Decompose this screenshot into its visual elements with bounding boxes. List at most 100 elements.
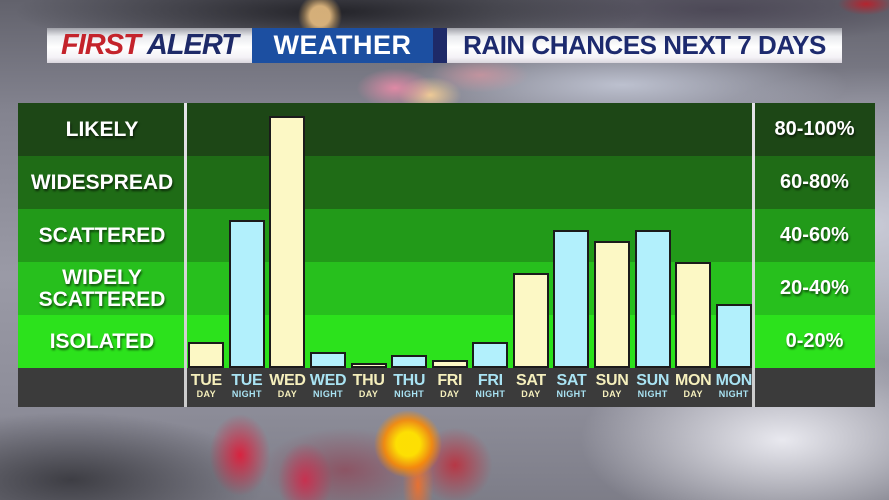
divider-line-left [184, 103, 187, 407]
bar-sun-night [634, 230, 671, 368]
bar-slot [308, 103, 349, 368]
x-axis-day-label: WED [269, 372, 306, 389]
x-axis-category: THU NIGHT [389, 368, 430, 407]
bar-slot [470, 103, 511, 368]
x-axis-day-label: SAT [556, 372, 587, 389]
x-axis-period-label: DAY [277, 389, 298, 399]
x-axis-period-label: NIGHT [475, 389, 506, 399]
x-axis-day-label: THU [352, 372, 385, 389]
band-percent-label: 0-20% [785, 330, 844, 352]
bar-mon-night [715, 304, 752, 368]
bar-wed-day [269, 116, 306, 368]
bar-wed-night [310, 352, 347, 368]
bar-slot [186, 103, 227, 368]
rain-chance-chart: LIKELY 80-100% WIDESPREAD 60-80% SCATTER… [18, 103, 875, 407]
header-banner: FIRST ALERT WEATHER RAIN CHANCES NEXT 7 … [47, 28, 842, 63]
bar-slot [429, 103, 470, 368]
x-axis-category: MON NIGHT [714, 368, 755, 407]
bar-sat-day [512, 272, 549, 368]
x-axis-category: WED DAY [267, 368, 308, 407]
band-percent-label: 20-40% [780, 277, 849, 299]
x-axis-day-label: SUN [595, 372, 629, 389]
first-alert-logo: FIRST ALERT [47, 28, 252, 63]
weather-label-box: WEATHER [252, 28, 433, 63]
x-axis-day-label: TUE [190, 372, 222, 389]
divider-line-right [752, 103, 755, 407]
x-axis-period-label: NIGHT [556, 389, 587, 399]
band-likelihood-label: WIDELY SCATTERED [38, 265, 166, 311]
bar-slot [389, 103, 430, 368]
x-axis-day-label: SUN [636, 372, 670, 389]
x-axis-category: MON DAY [673, 368, 714, 407]
bar-slot [673, 103, 714, 368]
header-divider-block [433, 28, 447, 63]
headline-box: RAIN CHANCES NEXT 7 DAYS [447, 28, 842, 63]
x-axis-day-label: WED [309, 372, 347, 389]
band-percent-label: 60-80% [780, 171, 849, 193]
bar-mon-day [675, 262, 712, 368]
bar-slot [714, 103, 755, 368]
x-axis-period-label: NIGHT [313, 389, 344, 399]
x-axis-category: WED NIGHT [308, 368, 349, 407]
chart-band-row: SCATTERED 40-60% [18, 209, 875, 262]
bar-slot [511, 103, 552, 368]
page-title: RAIN CHANCES NEXT 7 DAYS [463, 30, 826, 60]
bar-sat-night [553, 230, 590, 368]
x-axis-category: SAT NIGHT [551, 368, 592, 407]
x-axis-period-label: DAY [358, 389, 379, 399]
x-axis-category: FRI DAY [429, 368, 470, 407]
x-axis-period-label: DAY [602, 389, 622, 399]
x-axis-day-label: MON [715, 372, 753, 389]
weather-text: WEATHER [273, 30, 412, 60]
bar-slot [227, 103, 268, 368]
bar-slot [592, 103, 633, 368]
x-axis-strip: TUE DAY TUE NIGHT WED DAY WED NIGHT THU … [18, 368, 875, 407]
x-axis-day-label: THU [393, 372, 426, 389]
x-axis-period-label: NIGHT [718, 389, 749, 399]
brand-alert-text: ALERT [146, 29, 239, 61]
x-axis-period-label: DAY [440, 389, 460, 399]
bar-fri-day [431, 360, 468, 368]
x-axis-category: SUN NIGHT [632, 368, 673, 407]
x-axis-day-label: FRI [477, 372, 503, 389]
x-axis-period-label: DAY [196, 389, 216, 399]
band-percent-label: 80-100% [774, 118, 855, 140]
x-axis-labels: TUE DAY TUE NIGHT WED DAY WED NIGHT THU … [186, 368, 754, 407]
bar-sun-day [594, 240, 631, 368]
x-axis-category: TUE NIGHT [227, 368, 268, 407]
x-axis-category: FRI NIGHT [470, 368, 511, 407]
x-axis-day-label: FRI [437, 372, 463, 389]
band-likelihood-label: ISOLATED [49, 329, 155, 353]
x-axis-category: THU DAY [348, 368, 389, 407]
x-axis-period-label: NIGHT [231, 389, 262, 399]
band-likelihood-label: WIDESPREAD [30, 170, 174, 194]
x-axis-period-label: DAY [521, 389, 541, 399]
x-axis-day-label: SAT [515, 372, 546, 389]
chart-bars [186, 103, 754, 368]
x-axis-category: SAT DAY [511, 368, 552, 407]
bar-slot [348, 103, 389, 368]
bar-fri-night [472, 341, 509, 368]
band-percent-label: 40-60% [780, 224, 849, 246]
bar-slot [551, 103, 592, 368]
bar-slot [632, 103, 673, 368]
x-axis-period-label: DAY [683, 389, 703, 399]
bar-thu-day [350, 362, 387, 368]
chart-band-row: LIKELY 80-100% [18, 103, 875, 156]
x-axis-period-label: NIGHT [637, 389, 668, 399]
x-axis-left-spacer [18, 368, 186, 407]
x-axis-category: TUE DAY [186, 368, 227, 407]
band-likelihood-label: SCATTERED [38, 223, 166, 247]
brand-first-text: FIRST [61, 29, 141, 61]
bar-slot [267, 103, 308, 368]
bar-tue-night [228, 219, 265, 368]
chart-band-row: WIDESPREAD 60-80% [18, 156, 875, 209]
bar-tue-day [188, 341, 225, 368]
x-axis-day-label: MON [675, 372, 712, 389]
x-axis-category: SUN DAY [592, 368, 633, 407]
bar-thu-night [391, 354, 428, 368]
x-axis-day-label: TUE [231, 372, 263, 389]
band-likelihood-label: LIKELY [65, 117, 139, 141]
x-axis-right-spacer [754, 368, 875, 407]
x-axis-period-label: NIGHT [394, 389, 425, 399]
